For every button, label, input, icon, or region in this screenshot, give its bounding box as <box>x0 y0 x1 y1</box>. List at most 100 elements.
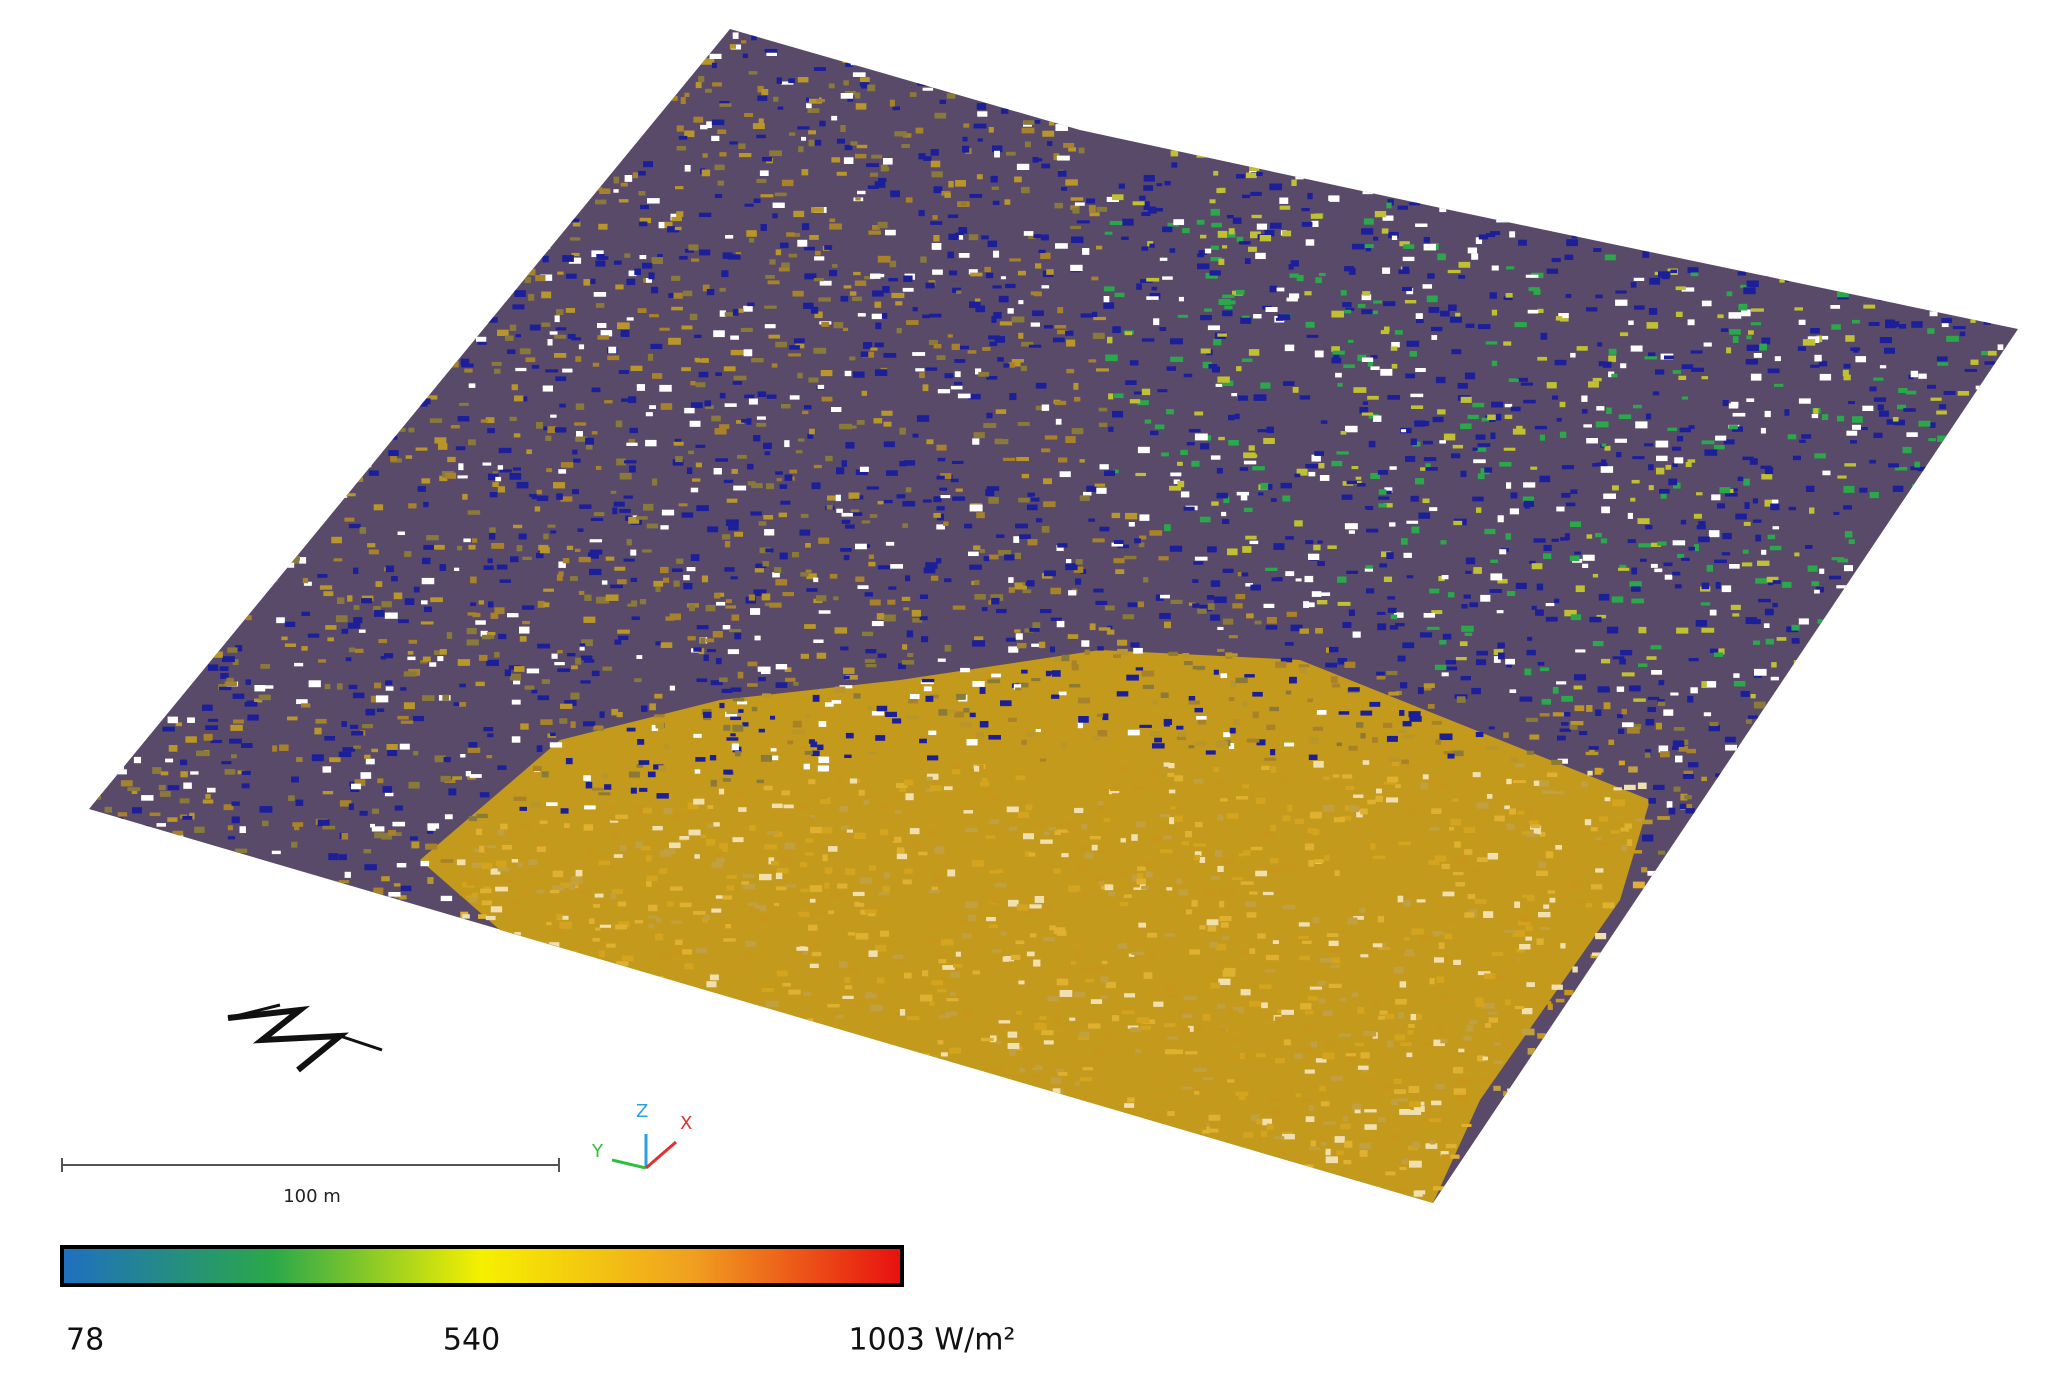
point <box>254 685 266 692</box>
point <box>2003 879 2015 884</box>
point <box>1332 774 1340 778</box>
point <box>497 465 504 470</box>
point <box>1152 207 1163 212</box>
point <box>818 1170 831 1176</box>
point <box>1393 967 1404 974</box>
point <box>744 394 755 399</box>
point <box>742 53 748 59</box>
point <box>849 34 859 38</box>
point <box>349 724 359 729</box>
point <box>1600 1137 1609 1143</box>
point <box>187 1079 195 1085</box>
point <box>645 439 657 447</box>
point <box>908 699 919 704</box>
point <box>456 859 466 866</box>
point <box>168 152 181 158</box>
point <box>1734 1199 1743 1203</box>
point <box>563 50 569 58</box>
point <box>1844 565 1854 572</box>
point <box>110 295 116 300</box>
point <box>591 787 604 791</box>
point <box>1800 81 1808 85</box>
point <box>1576 217 1582 223</box>
point <box>1077 697 1091 704</box>
point <box>722 1018 729 1024</box>
point <box>1732 336 1739 343</box>
point <box>1929 580 1936 587</box>
point <box>1050 587 1062 595</box>
point <box>1604 445 1611 451</box>
point <box>1219 916 1232 922</box>
point <box>1880 51 1890 58</box>
point <box>742 722 749 727</box>
point <box>853 271 861 276</box>
point <box>1420 467 1426 471</box>
point <box>1495 1141 1507 1148</box>
point <box>340 938 353 942</box>
point <box>807 108 820 113</box>
point <box>1810 72 1818 79</box>
point <box>936 355 946 360</box>
point <box>526 668 540 674</box>
point <box>351 783 362 790</box>
point <box>773 96 779 102</box>
point <box>1974 467 1986 473</box>
point <box>1608 355 1617 363</box>
point <box>1382 1084 1392 1092</box>
point <box>813 1122 822 1127</box>
point <box>430 219 436 224</box>
point <box>1764 1109 1772 1116</box>
point <box>483 1145 497 1151</box>
point <box>1995 1063 2004 1067</box>
point <box>225 1004 232 1009</box>
point <box>1804 46 1813 53</box>
point <box>1490 107 1503 114</box>
point <box>547 32 553 40</box>
point <box>1088 518 1096 522</box>
point <box>273 253 286 257</box>
point <box>1740 213 1748 219</box>
point <box>371 48 377 54</box>
point <box>252 343 263 350</box>
point <box>588 1204 599 1207</box>
point <box>1177 732 1188 737</box>
point <box>1515 763 1525 768</box>
point <box>1722 400 1729 407</box>
point <box>536 495 549 502</box>
point <box>1048 827 1056 831</box>
point <box>1995 1065 2003 1072</box>
point <box>1671 1075 1685 1082</box>
point <box>126 1001 133 1006</box>
point <box>1833 92 1846 99</box>
point <box>1159 813 1171 818</box>
point <box>1362 244 1374 249</box>
point <box>1930 546 1944 554</box>
point <box>1680 1150 1686 1157</box>
point <box>1854 82 1866 89</box>
point <box>991 673 1002 678</box>
point <box>589 918 595 924</box>
point <box>608 346 617 354</box>
point <box>116 1089 126 1094</box>
point <box>1073 382 1079 390</box>
point <box>584 805 596 810</box>
point <box>1917 1180 1924 1185</box>
point <box>264 901 274 909</box>
point <box>2002 831 2011 836</box>
point <box>317 1079 327 1083</box>
point <box>824 1151 834 1157</box>
point <box>854 832 866 839</box>
point <box>998 550 1012 556</box>
point <box>1168 982 1177 990</box>
point <box>870 62 878 70</box>
point <box>1844 531 1853 538</box>
point <box>108 643 119 650</box>
point <box>1249 540 1259 545</box>
point <box>548 96 562 101</box>
point <box>1716 201 1727 207</box>
point <box>1399 981 1407 988</box>
point <box>642 549 652 553</box>
point <box>293 309 305 314</box>
point <box>1242 194 1251 199</box>
point <box>1648 80 1655 85</box>
